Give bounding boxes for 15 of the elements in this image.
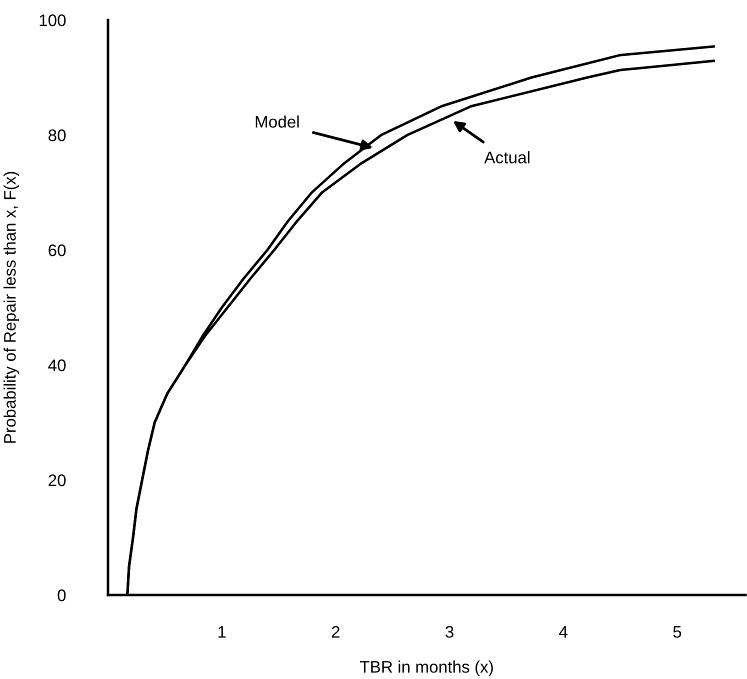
annotation: Model — [256, 115, 299, 128]
y-tick-label: 20 — [48, 474, 66, 486]
y-tick-label: 40 — [48, 359, 66, 372]
x-tick-label: 5 — [673, 626, 682, 638]
x-tick-label: 2 — [332, 626, 340, 638]
x-axis-title: TBR in months (x) — [360, 660, 493, 676]
x-tick-label: 1 — [218, 626, 226, 638]
y-tick-label: 100 — [40, 14, 66, 26]
y-axis-title: Probability of Repair less than x, F(x) — [4, 172, 20, 443]
annotation: Actual — [484, 151, 530, 164]
y-tick-label: 60 — [48, 244, 66, 256]
x-tick-label: 4 — [559, 626, 568, 638]
x-tick-label: 3 — [446, 626, 454, 638]
y-tick-label: 0 — [58, 589, 66, 602]
y-tick-label: 80 — [48, 129, 66, 142]
